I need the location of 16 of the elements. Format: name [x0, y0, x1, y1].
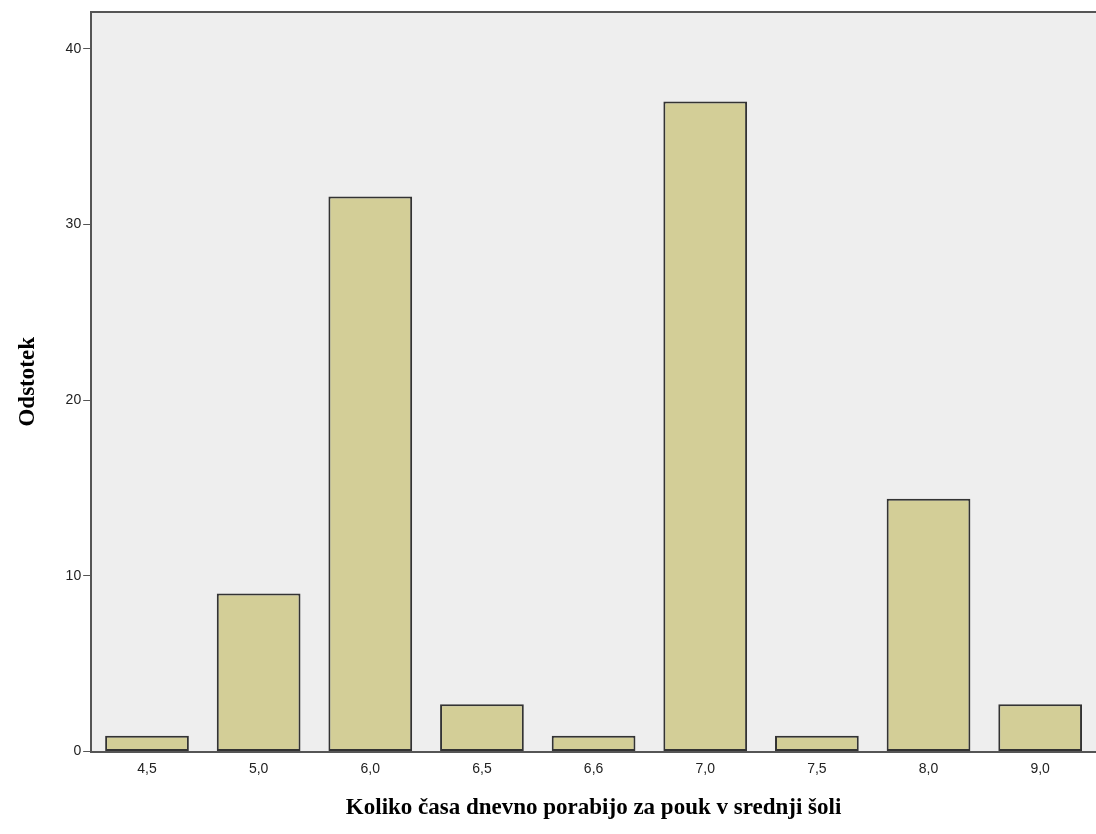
x-tick-label: 8,0 — [918, 759, 939, 776]
x-tick-label: 5,0 — [248, 759, 269, 776]
y-tick-label: 40 — [65, 39, 82, 56]
x-tick-label: 9,0 — [1030, 759, 1051, 776]
x-axis-title: Koliko časa dnevno porabijo za pouk v srednji šoli — [345, 794, 842, 820]
y-tick-label: 20 — [65, 391, 82, 408]
x-tick-label: 7,0 — [695, 759, 716, 776]
x-tick-label: 7,5 — [807, 759, 827, 776]
y-axis-title: Odstotek — [13, 336, 39, 427]
y-tick-label: 30 — [65, 215, 82, 232]
x-tick-label: 4,5 — [137, 759, 157, 776]
y-tick-label: 10 — [65, 566, 82, 583]
x-tick-label: 6,6 — [583, 759, 604, 776]
x-tick-label: 6,0 — [360, 759, 381, 776]
y-tick-label: 0 — [73, 742, 82, 759]
x-tick-label: 6,5 — [472, 759, 492, 776]
